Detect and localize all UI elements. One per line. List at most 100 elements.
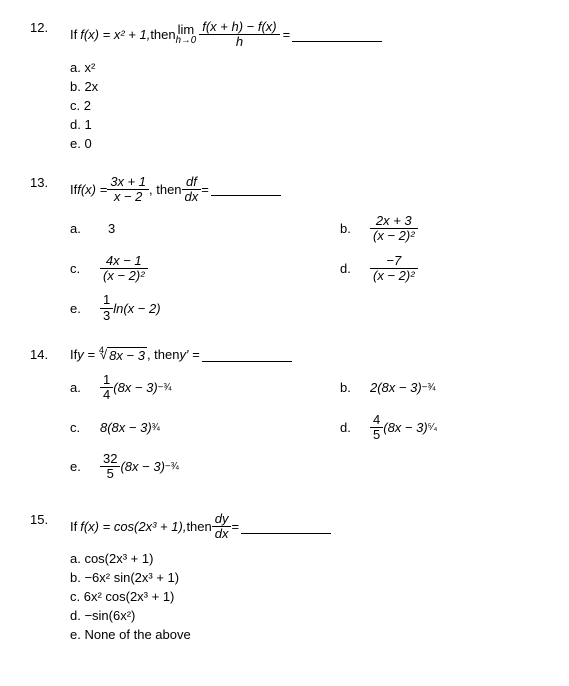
q14-opt-b[interactable]: b. 2(8x − 3) −¾ xyxy=(340,380,436,395)
q14-d-val: 4 5 (8x − 3) ⁵⁄₄ xyxy=(370,413,437,443)
q13-opt-a[interactable]: a. 3 xyxy=(70,221,340,236)
q12-then: then xyxy=(150,27,175,42)
q12-stem: 12. If f(x) = x² + 1, then lim h→0 f(x +… xyxy=(30,20,539,50)
q15-opt-d[interactable]: d. −sin(6x²) xyxy=(70,608,539,623)
q15-opt-c[interactable]: c. 6x² cos(2x³ + 1) xyxy=(70,589,539,604)
q14-e-base: (8x − 3) xyxy=(120,459,164,474)
q14-a-cden: 4 xyxy=(100,388,113,402)
q12-opt-d[interactable]: d. 1 xyxy=(70,117,539,132)
q15-dy-den: dx xyxy=(212,527,232,541)
q13-text: If f(x) = 3x + 1 x − 2 , then df dx = xyxy=(70,175,281,205)
q13-d-frac: −7 (x − 2)² xyxy=(370,254,418,284)
q13-fx: f(x) = xyxy=(77,182,107,197)
q13-opt-e[interactable]: e. 1 3 ln(x − 2) xyxy=(70,293,340,323)
q12-frac-num: f(x + h) − f(x) xyxy=(199,20,279,35)
q15-fx: f(x) = cos(2x³ + 1), xyxy=(80,519,186,534)
q14-stem: 14. If y = 4 √ 8x − 3 , then y′ = xyxy=(30,347,539,363)
q14-root: 4 √ 8x − 3 xyxy=(95,347,147,363)
q15-opt-e[interactable]: e. None of the above xyxy=(70,627,539,642)
q13-opt-b[interactable]: b. 2x + 3 (x − 2)² xyxy=(340,214,418,244)
q12-blank[interactable] xyxy=(292,28,382,42)
q14-b-base: 2(8x − 3) xyxy=(370,380,422,395)
q12-lim-bot: h→0 xyxy=(176,36,197,46)
q14-b-exp: −¾ xyxy=(422,382,436,393)
q14-a-coef: 1 4 xyxy=(100,373,113,403)
q15-if: If xyxy=(70,519,77,534)
q14-options: a. 1 4 (8x − 3) −¾ b. 2(8x − 3) −¾ xyxy=(70,373,539,482)
q14-d-cnum: 4 xyxy=(370,413,383,428)
q14-e-label: e. xyxy=(70,459,100,474)
q12-opt-a[interactable]: a. x² xyxy=(70,60,539,75)
q15-blank[interactable] xyxy=(241,520,331,534)
q13-d-num: −7 xyxy=(370,254,418,269)
q13-e-val: 1 3 ln(x − 2) xyxy=(100,293,161,323)
q15-text: If f(x) = cos(2x³ + 1), then dy dx = xyxy=(70,512,331,542)
q14-d-label: d. xyxy=(340,420,370,435)
q13-if: If xyxy=(70,182,77,197)
q13-b-num: 2x + 3 xyxy=(370,214,418,229)
q12-options: a. x² b. 2x c. 2 d. 1 e. 0 xyxy=(70,60,539,151)
q14-yprime: y′ = xyxy=(179,347,199,362)
q13-e-coef: 1 3 xyxy=(100,293,113,323)
q14-opt-e[interactable]: e. 32 5 (8x − 3) −¾ xyxy=(70,452,340,482)
q13-a-label: a. xyxy=(70,221,100,236)
q13-frac1-den: x − 2 xyxy=(107,190,149,204)
q13-opt-d[interactable]: d. −7 (x − 2)² xyxy=(340,254,418,284)
q14-number: 14. xyxy=(30,347,70,362)
q13-eq: = xyxy=(201,182,209,197)
q13-c-frac: 4x − 1 (x − 2)² xyxy=(100,254,148,284)
q12-frac-den: h xyxy=(199,35,279,49)
q14-a-base: (8x − 3) xyxy=(113,380,157,395)
q12-opt-e[interactable]: e. 0 xyxy=(70,136,539,151)
q14-d-base: (8x − 3) xyxy=(383,420,427,435)
q14-a-cnum: 1 xyxy=(100,373,113,388)
q12-opt-b[interactable]: b. 2x xyxy=(70,79,539,94)
q15-eq: = xyxy=(231,519,239,534)
q13-c-label: c. xyxy=(70,261,100,276)
q12-opt-c[interactable]: c. 2 xyxy=(70,98,539,113)
q14-blank[interactable] xyxy=(202,348,292,362)
q12-number: 12. xyxy=(30,20,70,35)
q12-frac: f(x + h) − f(x) h xyxy=(199,20,279,50)
q14-radicand: 8x − 3 xyxy=(107,347,147,363)
q15-dy-num: dy xyxy=(212,512,232,527)
q14-e-val: 32 5 (8x − 3) −¾ xyxy=(100,452,179,482)
q13-dfdx: df dx xyxy=(182,175,202,205)
q14-opt-c[interactable]: c. 8(8x − 3) ¾ xyxy=(70,420,340,435)
q14-opt-a[interactable]: a. 1 4 (8x − 3) −¾ xyxy=(70,373,340,403)
q13-b-den: (x − 2)² xyxy=(370,229,418,243)
q13-options: a. 3 b. 2x + 3 (x − 2)² c. 4x − 1 (x − 2… xyxy=(70,214,539,323)
q14-a-label: a. xyxy=(70,380,100,395)
q14-d-cden: 5 xyxy=(370,428,383,442)
q14-d-exp: ⁵⁄₄ xyxy=(428,422,438,433)
q14-a-exp: −¾ xyxy=(158,382,172,393)
q13-e-coef-num: 1 xyxy=(100,293,113,308)
q13-d-den: (x − 2)² xyxy=(370,269,418,283)
q14-opt-d[interactable]: d. 4 5 (8x − 3) ⁵⁄₄ xyxy=(340,413,437,443)
q14-b-val: 2(8x − 3) −¾ xyxy=(370,380,436,395)
q13-e-rest: ln(x − 2) xyxy=(113,301,160,316)
q15-opt-b[interactable]: b. −6x² sin(2x³ + 1) xyxy=(70,570,539,585)
q13-e-coef-den: 3 xyxy=(100,309,113,323)
q15-options: a. cos(2x³ + 1) b. −6x² sin(2x³ + 1) c. … xyxy=(70,551,539,642)
q12-text: If f(x) = x² + 1, then lim h→0 f(x + h) … xyxy=(70,20,382,50)
q13-opt-c[interactable]: c. 4x − 1 (x − 2)² xyxy=(70,254,340,284)
q13-b-label: b. xyxy=(340,221,370,236)
q14-c-exp: ¾ xyxy=(152,422,160,433)
question-15: 15. If f(x) = cos(2x³ + 1), then dy dx =… xyxy=(30,512,539,643)
q13-frac1-num: 3x + 1 xyxy=(107,175,149,190)
q14-a-val: 1 4 (8x − 3) −¾ xyxy=(100,373,172,403)
q12-eq: = xyxy=(283,27,291,42)
q13-df-num: df xyxy=(182,175,202,190)
q15-opt-a[interactable]: a. cos(2x³ + 1) xyxy=(70,551,539,566)
q14-c-label: c. xyxy=(70,420,100,435)
q13-number: 13. xyxy=(30,175,70,190)
q15-stem: 15. If f(x) = cos(2x³ + 1), then dy dx = xyxy=(30,512,539,542)
q13-df-den: dx xyxy=(182,190,202,204)
q13-c-num: 4x − 1 xyxy=(100,254,148,269)
q15-then: then xyxy=(186,519,211,534)
q15-dydx: dy dx xyxy=(212,512,232,542)
q14-c-base: 8(8x − 3) xyxy=(100,420,152,435)
q13-b-frac: 2x + 3 (x − 2)² xyxy=(370,214,418,244)
q13-blank[interactable] xyxy=(211,182,281,196)
